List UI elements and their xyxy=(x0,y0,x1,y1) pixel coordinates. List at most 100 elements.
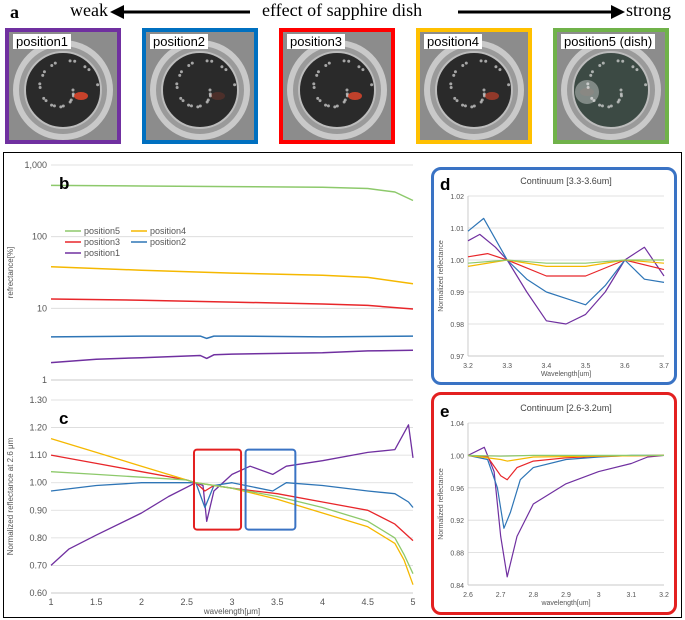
y-tick-label: 10 xyxy=(37,303,47,313)
chart-e: 0.84 0.88 0.92 0.96 1.00 1.04 2.6 2.7 2.8 2.9 3 3.1… xyxy=(438,402,669,607)
chart-c: 0.60 0.70 0.80 0.90 1.00 1.10 1.20 1.30 1 1.5 2 2.5… xyxy=(6,395,416,616)
x-tick-label: 3.4 xyxy=(542,363,552,370)
series-line-position1 xyxy=(50,424,414,566)
panel-label-c: c xyxy=(59,409,68,428)
x-tick-label: 3.7 xyxy=(659,363,669,370)
x-tick-label: 3.2 xyxy=(463,363,473,370)
y-tick-label: 0.90 xyxy=(29,505,47,515)
heading-effect: effect of sapphire dish xyxy=(262,0,423,20)
panel-label-e: e xyxy=(440,402,449,421)
y-tick-label: 0.84 xyxy=(450,583,464,590)
y-tick-label: 0.98 xyxy=(450,322,464,329)
photo-position1: position1 xyxy=(5,28,121,144)
photo-position5: position5 (dish) xyxy=(553,28,669,144)
x-tick-label: 1 xyxy=(48,597,53,607)
photo-label: position4 xyxy=(424,34,483,49)
series-line-position1 xyxy=(467,233,665,325)
series-line-position5 xyxy=(50,184,414,202)
series-line-position5 xyxy=(50,471,414,574)
dish-photo-graphic xyxy=(557,32,665,140)
dish-photo-graphic xyxy=(9,32,117,140)
y-tick-label: 1.04 xyxy=(450,421,464,428)
x-tick-label: 2 xyxy=(139,597,144,607)
legend-entry-position4: position4 xyxy=(131,226,186,236)
series-line-position4 xyxy=(50,266,414,285)
highlight-box-2.6-3.2 xyxy=(192,448,243,531)
x-tick-label: 3.6 xyxy=(620,363,630,370)
panel-label-d: d xyxy=(440,175,450,194)
svg-text:position3: position3 xyxy=(84,237,120,247)
series-line-position3 xyxy=(467,252,665,277)
photo-label: position3 xyxy=(287,34,346,49)
photo-label: position5 (dish) xyxy=(561,34,656,49)
dish-photo-graphic xyxy=(283,32,391,140)
panel-label-a: a xyxy=(10,2,19,22)
panel-label-b: b xyxy=(59,174,69,193)
x-tick-label: 2.7 xyxy=(496,592,506,599)
svg-text:position4: position4 xyxy=(150,226,186,236)
x-axis-label: wavelength[um] xyxy=(540,600,590,607)
x-tick-label: 3.2 xyxy=(659,592,669,599)
dish-photo-graphic xyxy=(146,32,254,140)
y-tick-label: 0.96 xyxy=(450,486,464,493)
y-axis-label: Normalized reflectance xyxy=(438,240,445,312)
x-tick-label: 4.5 xyxy=(361,597,374,607)
svg-text:position2: position2 xyxy=(150,237,186,247)
y-tick-label: 0.92 xyxy=(450,518,464,525)
y-axis-label: refrectance[%] xyxy=(6,247,15,299)
legend-entry-position3: position3 xyxy=(65,237,120,247)
series-line-position2 xyxy=(50,335,414,340)
inset-e-frame xyxy=(431,392,677,615)
x-tick-label: 2.5 xyxy=(180,597,193,607)
svg-text:position5: position5 xyxy=(84,226,120,236)
x-tick-label: 1.5 xyxy=(90,597,103,607)
y-tick-label: 0.60 xyxy=(29,588,47,598)
y-tick-label: 1.20 xyxy=(29,423,47,433)
y-axis-label: Normalized reflectance xyxy=(438,468,445,540)
series-line-position4 xyxy=(50,437,414,585)
dish-photo-graphic xyxy=(420,32,528,140)
series-line-position1 xyxy=(50,349,414,364)
x-tick-label: 3.3 xyxy=(502,363,512,370)
x-tick-label: 3.5 xyxy=(581,363,591,370)
y-tick-label: 1.01 xyxy=(450,226,464,233)
x-tick-label: 2.9 xyxy=(561,592,571,599)
heading-strong: strong xyxy=(626,0,671,20)
figure-frame xyxy=(3,152,682,618)
y-tick-label: 0.80 xyxy=(29,533,47,543)
x-tick-label: 5 xyxy=(410,597,415,607)
y-tick-label: 1 xyxy=(42,375,47,385)
y-tick-label: 0.97 xyxy=(450,354,464,361)
heading-weak: weak xyxy=(70,0,108,20)
x-axis-label: Wavelength[um] xyxy=(541,371,591,378)
photo-label: position1 xyxy=(13,34,72,49)
photo-position3: position3 xyxy=(279,28,395,144)
x-tick-label: 3 xyxy=(597,592,601,599)
series-line-position2 xyxy=(467,454,664,529)
y-tick-label: 0.70 xyxy=(29,560,47,570)
x-tick-label: 2.8 xyxy=(528,592,538,599)
x-tick-label: 3.1 xyxy=(626,592,636,599)
y-axis-label: Normalized reflectance at 2.6 μm xyxy=(6,437,15,555)
y-tick-label: 1.02 xyxy=(450,194,464,201)
series-line-position5 xyxy=(467,259,664,264)
y-tick-label: 1.00 xyxy=(450,453,464,460)
y-tick-label: 1,000 xyxy=(24,160,47,170)
chart-d: 0.97 0.98 0.99 1.00 1.01 1.02 3.2 3.3 3.4 3.5 3.6 3… xyxy=(438,175,669,378)
series-line-position2 xyxy=(467,217,665,306)
legend-entry-position2: position2 xyxy=(131,237,186,247)
y-tick-label: 100 xyxy=(32,232,47,242)
series-line-position1 xyxy=(467,446,665,578)
photo-position2: position2 xyxy=(142,28,258,144)
svg-text:position1: position1 xyxy=(84,248,120,258)
photo-position4: position4 xyxy=(416,28,532,144)
y-tick-label: 0.88 xyxy=(450,551,464,558)
y-tick-label: 1.00 xyxy=(29,478,47,488)
legend-entry-position5: position5 xyxy=(65,226,120,236)
x-tick-label: 3.5 xyxy=(271,597,284,607)
chart-title: Continuum [3.3-3.6um] xyxy=(520,176,612,186)
x-tick-label: 2.6 xyxy=(463,592,473,599)
x-axis-label: wavelength[μm] xyxy=(203,607,260,616)
photo-label: position2 xyxy=(150,34,209,49)
